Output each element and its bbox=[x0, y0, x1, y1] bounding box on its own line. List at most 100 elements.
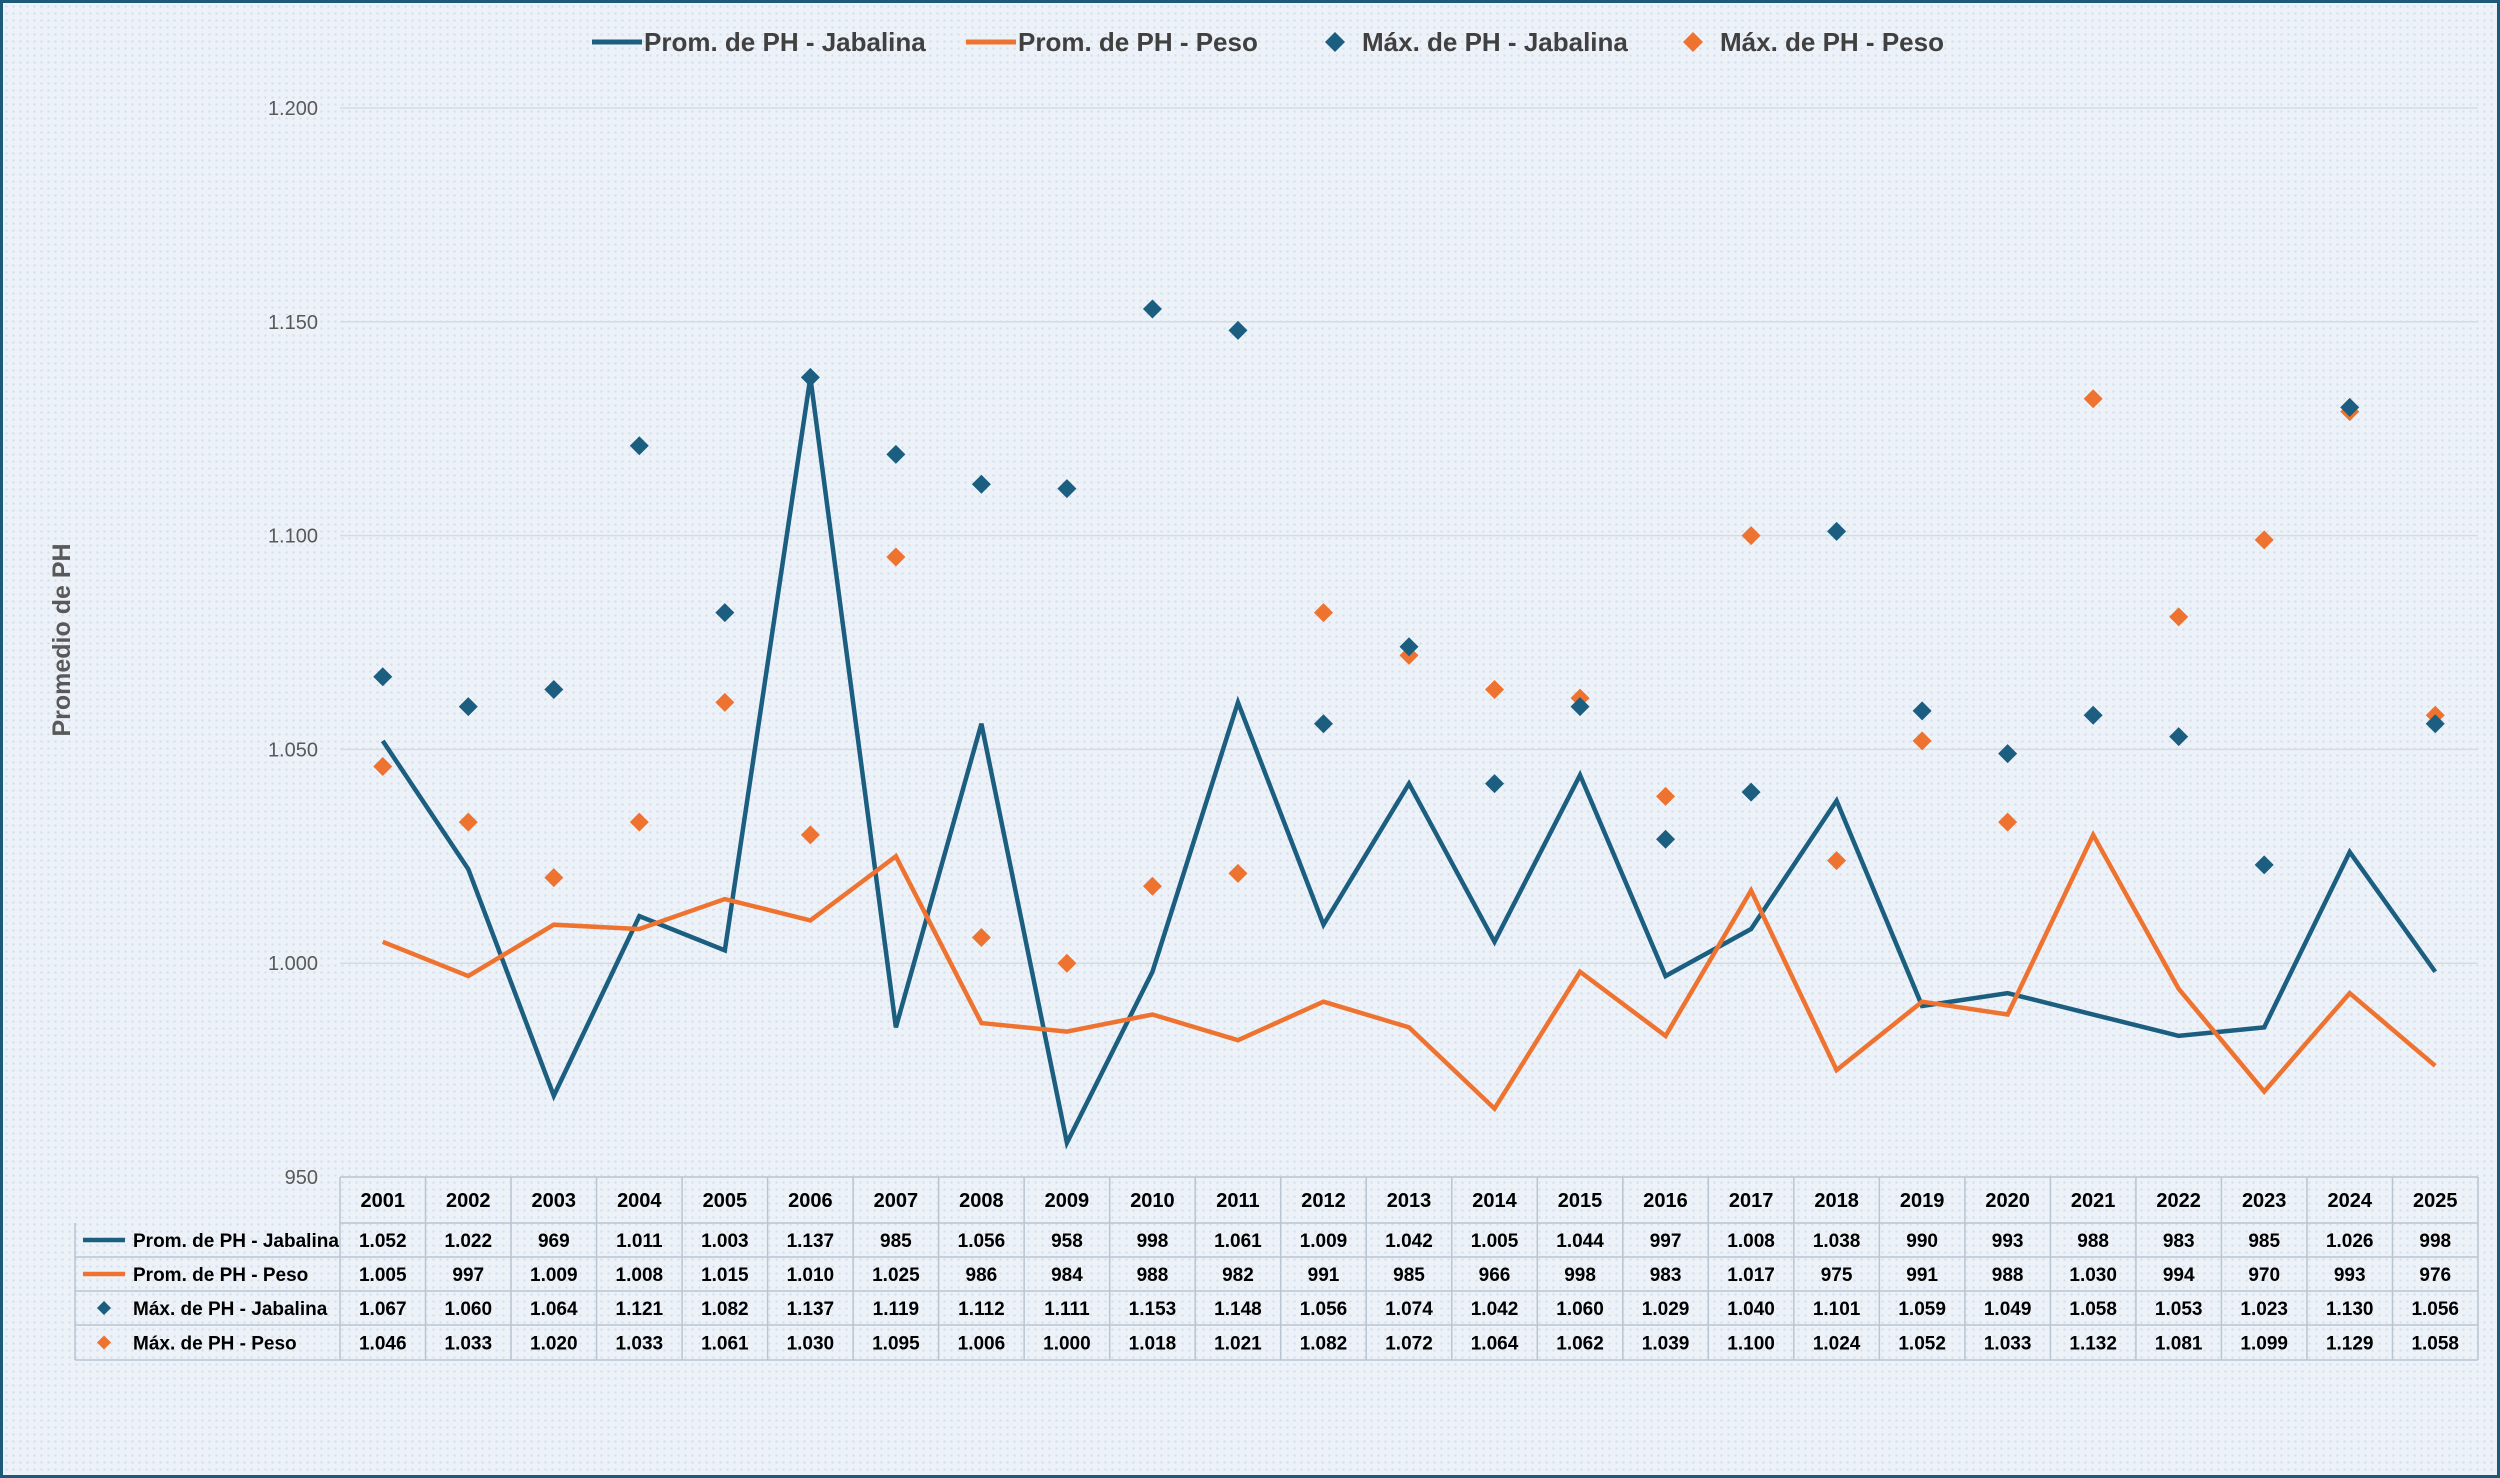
series-marker-3 bbox=[1656, 786, 1676, 806]
series-marker-3 bbox=[2083, 389, 2103, 409]
y-tick-label: 1.000 bbox=[268, 953, 318, 975]
x-category-label: 2008 bbox=[959, 1190, 1004, 1212]
x-category-label: 2010 bbox=[1130, 1190, 1175, 1212]
y-axis-tick-labels: 950 1.000 1.050 1.100 1.150 1.200 bbox=[268, 98, 318, 1189]
table-cell: 990 bbox=[1906, 1231, 1938, 1252]
table-cell: 1.008 bbox=[616, 1265, 664, 1286]
table-cell: 997 bbox=[452, 1265, 484, 1286]
table-cell: 1.006 bbox=[958, 1334, 1006, 1355]
series-marker-2 bbox=[2340, 397, 2360, 417]
series-marker-3 bbox=[629, 812, 649, 832]
y-tick-label: 1.150 bbox=[268, 312, 318, 334]
series-marker-3 bbox=[1142, 876, 1162, 896]
y-tick-label: 1.200 bbox=[268, 98, 318, 120]
table-cell: 966 bbox=[1479, 1265, 1511, 1286]
legend-entry: Prom. de PH - Peso bbox=[1018, 27, 1258, 57]
table-cell: 985 bbox=[880, 1231, 912, 1252]
table-series-name: Prom. de PH - Jabalina bbox=[133, 1231, 339, 1252]
table-cell: 1.129 bbox=[2326, 1334, 2374, 1355]
table-cell: 1.053 bbox=[2155, 1299, 2203, 1320]
series-marker-2 bbox=[1912, 701, 1932, 721]
table-series-name: Máx. de PH - Peso bbox=[133, 1334, 297, 1355]
series-marker-2 bbox=[1399, 637, 1419, 657]
x-category-label: 2019 bbox=[1900, 1190, 1945, 1212]
table-series-name: Prom. de PH - Peso bbox=[133, 1265, 308, 1286]
y-tick-label: 1.050 bbox=[268, 739, 318, 761]
x-category-label: 2014 bbox=[1472, 1190, 1517, 1212]
table-cell: 1.099 bbox=[2240, 1334, 2288, 1355]
series-marker-2 bbox=[1827, 521, 1847, 541]
x-category-label: 2001 bbox=[361, 1190, 406, 1212]
table-cell: 998 bbox=[1564, 1265, 1596, 1286]
series-marker-2 bbox=[1057, 479, 1077, 499]
table-cell: 1.119 bbox=[873, 1299, 920, 1320]
table-cell: 1.033 bbox=[1984, 1334, 2032, 1355]
table-cell: 1.033 bbox=[616, 1334, 664, 1355]
table-cell: 1.130 bbox=[2326, 1299, 2374, 1320]
table-cell: 1.082 bbox=[701, 1299, 749, 1320]
x-category-label: 2020 bbox=[1985, 1190, 2030, 1212]
table-cell: 1.010 bbox=[787, 1265, 835, 1286]
x-category-label: 2015 bbox=[1558, 1190, 1603, 1212]
y-tick-label: 950 bbox=[285, 1167, 318, 1189]
table-cell: 1.017 bbox=[1727, 1265, 1775, 1286]
series-marker-2 bbox=[2169, 727, 2189, 747]
table-cell: 1.121 bbox=[616, 1299, 664, 1320]
series-marker-2 bbox=[1313, 714, 1333, 734]
series-marker-3 bbox=[1741, 526, 1761, 546]
table-cell: 1.040 bbox=[1727, 1299, 1775, 1320]
table-cell: 1.026 bbox=[2326, 1231, 2374, 1252]
legend: Prom. de PH - Jabalina Prom. de PH - Peso… bbox=[592, 27, 1944, 57]
table-cell: 1.064 bbox=[530, 1299, 578, 1320]
table-cell: 1.020 bbox=[530, 1334, 578, 1355]
gridlines bbox=[340, 107, 2478, 964]
table-cell: 1.030 bbox=[2069, 1265, 2117, 1286]
table-cell: 993 bbox=[1992, 1231, 2024, 1252]
x-category-label: 2016 bbox=[1643, 1190, 1688, 1212]
table-cell: 1.023 bbox=[2240, 1299, 2288, 1320]
table-cell: 1.011 bbox=[616, 1231, 663, 1252]
table-cell: 1.056 bbox=[2411, 1299, 2459, 1320]
series-marker-2 bbox=[1485, 774, 1505, 794]
series-marker-3 bbox=[1827, 851, 1847, 871]
series-marker-3 bbox=[1912, 731, 1932, 751]
x-category-label: 2007 bbox=[874, 1190, 919, 1212]
table-cell: 984 bbox=[1051, 1265, 1083, 1286]
series-marker-3 bbox=[2254, 530, 2274, 550]
table-cell: 976 bbox=[2419, 1265, 2451, 1286]
table-cell: 1.046 bbox=[359, 1334, 407, 1355]
table-cell: 1.049 bbox=[1984, 1299, 2032, 1320]
table-cell: 1.061 bbox=[1214, 1231, 1262, 1252]
table-cell: 1.148 bbox=[1214, 1299, 1262, 1320]
series-marker-3 bbox=[373, 757, 393, 777]
series-marker-3 bbox=[800, 825, 820, 845]
table-cell: 1.008 bbox=[1727, 1231, 1775, 1252]
series-marker-2 bbox=[544, 680, 564, 700]
table-cell: 985 bbox=[2248, 1231, 2280, 1252]
table-cell: 1.111 bbox=[1044, 1299, 1090, 1320]
data-table: 2001 2002 2003 2004 2005 2006 2007 2008 2009 2010… bbox=[74, 1176, 2479, 1361]
table-cell: 1.052 bbox=[359, 1231, 407, 1252]
table-cell: 1.056 bbox=[958, 1231, 1006, 1252]
legend-entry: Prom. de PH - Jabalina bbox=[644, 27, 926, 57]
table-cell: 1.018 bbox=[1129, 1334, 1177, 1355]
table-cell: 1.064 bbox=[1471, 1334, 1519, 1355]
series-marker-3 bbox=[1998, 812, 2018, 832]
table-cell: 1.100 bbox=[1727, 1334, 1775, 1355]
series-marker-2 bbox=[2254, 855, 2274, 875]
series-marker-3 bbox=[1485, 680, 1505, 700]
table-cell: 1.039 bbox=[1642, 1334, 1690, 1355]
legend-entry: Máx. de PH - Jabalina bbox=[1362, 27, 1628, 57]
series-marker-2 bbox=[715, 603, 735, 623]
x-category-label: 2011 bbox=[1216, 1190, 1259, 1212]
y-tick-label: 1.100 bbox=[268, 526, 318, 548]
x-category-label: 2022 bbox=[2156, 1190, 2201, 1212]
x-category-label: 2024 bbox=[2327, 1190, 2372, 1212]
series-marker-3 bbox=[1228, 863, 1248, 883]
table-cell: 1.112 bbox=[958, 1299, 1005, 1320]
table-cell: 985 bbox=[1393, 1265, 1425, 1286]
table-cell: 1.044 bbox=[1556, 1231, 1604, 1252]
series-line-0 bbox=[380, 377, 2438, 1150]
table-cell: 1.005 bbox=[1471, 1231, 1519, 1252]
